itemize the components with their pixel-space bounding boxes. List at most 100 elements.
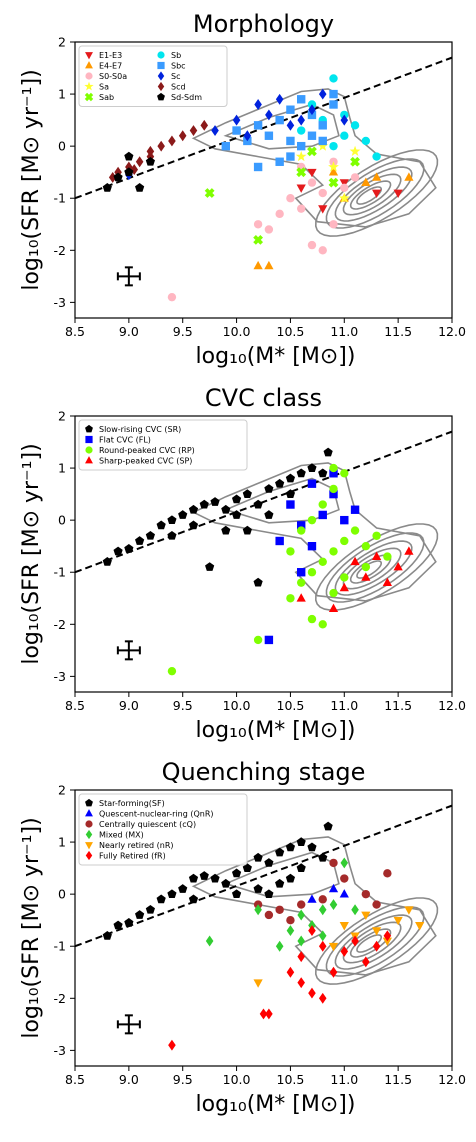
legend-marker (157, 61, 165, 70)
x-tick-label: 10.5 (277, 1072, 305, 1087)
data-point (275, 157, 284, 166)
data-point (318, 205, 328, 214)
data-point (328, 161, 339, 172)
y-axis-label: log₁₀(SFR [M⊙ yr⁻¹]) (19, 817, 44, 1038)
contour-inner-4 (342, 921, 402, 964)
data-point (382, 937, 392, 947)
data-point (253, 260, 263, 270)
data-point (297, 126, 306, 135)
data-point (318, 136, 327, 146)
legend-label: Sbc (171, 62, 186, 71)
y-tick-label: -2 (54, 991, 66, 1006)
legend-label: Sab (99, 93, 114, 102)
data-point (145, 530, 155, 540)
contour-outer (191, 462, 437, 602)
data-point (340, 114, 349, 126)
data-point (210, 497, 220, 506)
data-point (253, 577, 263, 587)
data-point (243, 130, 252, 142)
data-point (393, 561, 403, 571)
y-tick-label: 1 (58, 835, 66, 850)
chart-panel-3: Quenching stage 8.5 9.0 9.5 10.0 10.5 11.0 11.5… (19, 758, 466, 1117)
data-point (221, 525, 231, 535)
data-point (157, 140, 165, 152)
data-point (242, 863, 252, 873)
data-point (297, 578, 306, 587)
data-point (264, 635, 274, 645)
data-point (231, 889, 242, 899)
data-point (296, 863, 306, 873)
legend-marker (85, 446, 93, 454)
data-point (329, 74, 338, 83)
data-point (307, 240, 317, 250)
data-point (351, 904, 359, 916)
data-point (286, 915, 295, 925)
data-point (350, 505, 360, 514)
data-point (297, 935, 305, 947)
data-point (339, 582, 349, 592)
data-point (156, 894, 166, 904)
legend-label: Sa (99, 83, 109, 92)
data-point (275, 93, 284, 105)
y-tick-label: -3 (54, 295, 66, 310)
data-point (329, 463, 338, 473)
data-point (264, 131, 274, 140)
data-point (254, 904, 262, 916)
data-point (318, 88, 327, 100)
data-point (253, 499, 263, 509)
y-tick-label: -3 (54, 669, 66, 684)
data-point (205, 562, 215, 571)
data-point (329, 966, 338, 978)
x-axis-label: log₁₀(M* [M⊙]) (196, 344, 356, 369)
x-axis-label: log₁₀(M* [M⊙]) (196, 718, 356, 743)
x-tick-label: 11.0 (330, 324, 358, 339)
data-point (371, 551, 382, 560)
data-point (329, 588, 338, 598)
legend-marker (85, 72, 93, 80)
error-bar (116, 1014, 141, 1035)
contour-inner-1 (314, 897, 439, 985)
y-tick-label: 2 (58, 35, 66, 50)
data-point (297, 204, 306, 213)
data-point (340, 183, 349, 193)
x-tick-label: 11.0 (330, 1072, 358, 1087)
data-point (200, 119, 209, 131)
chart-panel-2: CVC class 8.5 9.0 9.5 10.0 10.5 11.0 11.5 12.0 2 1… (19, 384, 466, 743)
plot-frame (74, 415, 453, 693)
series-1 (102, 821, 333, 940)
data-point (199, 871, 209, 880)
data-point (307, 894, 317, 903)
data-point (275, 940, 284, 952)
data-point (307, 463, 317, 472)
data-point (286, 194, 295, 203)
legend-marker (85, 850, 93, 861)
data-point (307, 842, 317, 852)
data-point (329, 484, 338, 494)
x-tick-label: 9.5 (173, 324, 193, 339)
data-point (296, 468, 306, 478)
x-tick-label: 8.5 (65, 1072, 85, 1087)
data-point (415, 922, 425, 931)
series-3 (167, 157, 360, 302)
data-point (340, 131, 349, 140)
data-point (361, 911, 371, 921)
series-3 (253, 858, 392, 925)
plot-frame (74, 789, 453, 1067)
legend-box (78, 419, 248, 471)
data-point (361, 562, 371, 572)
data-point (361, 541, 371, 551)
data-point (275, 878, 285, 888)
legend-marker (157, 71, 165, 81)
data-point (308, 987, 316, 999)
data-point (275, 209, 284, 219)
legend-label: Star-forming(SF) (99, 799, 165, 808)
data-point (232, 114, 241, 126)
contour-inner-3 (334, 914, 413, 970)
data-point (323, 447, 333, 457)
y-tick-label: 0 (58, 139, 66, 154)
data-point (253, 234, 264, 245)
x-tick-label: 11.5 (384, 698, 412, 713)
data-point (329, 89, 338, 99)
